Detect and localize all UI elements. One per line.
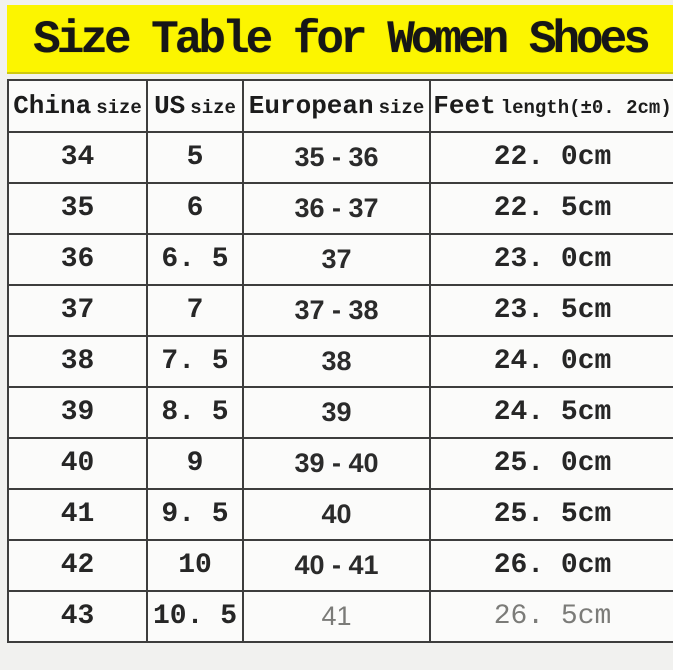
us-size-cell: 9. 5 (146, 488, 244, 541)
feet-length-cell: 23. 5cm (429, 284, 673, 337)
feet-length-cell: 24. 5cm (429, 386, 673, 439)
us-size-cell: 8. 5 (146, 386, 244, 439)
us-size-cell: 5 (146, 131, 244, 184)
size-row: 40 9 39 - 40 25. 0cm (7, 437, 673, 490)
size-row: 41 9. 5 40 25. 5cm (7, 488, 673, 541)
china-size-cell: 37 (7, 284, 148, 337)
china-size-cell: 38 (7, 335, 148, 388)
china-size-cell: 43 (7, 590, 148, 643)
header-sub-label: size (190, 97, 236, 119)
china-size-cell: 40 (7, 437, 148, 490)
size-row: 37 7 37 - 38 23. 5cm (7, 284, 673, 337)
china-size-cell: 35 (7, 182, 148, 235)
european-size-cell: 40 - 41 (242, 539, 431, 592)
header-sub-label: length(±0. 2cm) (500, 97, 672, 119)
header-main-label: US (154, 91, 186, 121)
china-size-cell: 36 (7, 233, 148, 286)
european-size-cell: 41 (242, 590, 431, 643)
size-table-body: 34 5 35 - 36 22. 0cm 35 6 36 - 37 22. 5c… (7, 131, 673, 643)
european-size-cell: 37 - 38 (242, 284, 431, 337)
size-row: 42 10 40 - 41 26. 0cm (7, 539, 673, 592)
page-title: Size Table for Women Shoes (33, 13, 651, 66)
european-size-cell: 37 (242, 233, 431, 286)
feet-length-cell: 25. 0cm (429, 437, 673, 490)
feet-length-cell: 22. 0cm (429, 131, 673, 184)
china-size-cell: 41 (7, 488, 148, 541)
size-row: 36 6. 5 37 23. 0cm (7, 233, 673, 286)
size-row: 43 10. 5 41 26. 5cm (7, 590, 673, 643)
us-size-cell: 7. 5 (146, 335, 244, 388)
china-size-cell: 34 (7, 131, 148, 184)
feet-length-cell: 22. 5cm (429, 182, 673, 235)
us-size-cell: 6. 5 (146, 233, 244, 286)
col-header-china-size: China size (7, 79, 148, 133)
european-size-cell: 39 (242, 386, 431, 439)
us-size-cell: 10 (146, 539, 244, 592)
title-banner: Size Table for Women Shoes (7, 5, 673, 74)
china-size-cell: 42 (7, 539, 148, 592)
feet-length-cell: 24. 0cm (429, 335, 673, 388)
size-row: 35 6 36 - 37 22. 5cm (7, 182, 673, 235)
size-table: China size US size European size Feet length… (7, 79, 673, 643)
size-row: 39 8. 5 39 24. 5cm (7, 386, 673, 439)
china-size-cell: 39 (7, 386, 148, 439)
feet-length-cell: 23. 0cm (429, 233, 673, 286)
us-size-cell: 9 (146, 437, 244, 490)
european-size-cell: 36 - 37 (242, 182, 431, 235)
feet-length-cell: 26. 0cm (429, 539, 673, 592)
col-header-european-size: European size (242, 79, 431, 133)
header-main-label: China (13, 91, 92, 121)
col-header-us-size: US size (146, 79, 244, 133)
header-sub-label: size (378, 97, 425, 119)
us-size-cell: 7 (146, 284, 244, 337)
header-sub-label: size (96, 97, 142, 119)
european-size-cell: 35 - 36 (242, 131, 431, 184)
col-header-feet-length: Feet length(±0. 2cm) (429, 79, 673, 133)
us-size-cell: 10. 5 (146, 590, 244, 643)
european-size-cell: 40 (242, 488, 431, 541)
header-main-label: Feet (433, 91, 496, 121)
european-size-cell: 39 - 40 (242, 437, 431, 490)
table-head: China size US size European size Feet length… (7, 79, 673, 133)
feet-length-cell: 25. 5cm (429, 488, 673, 541)
header-row: China size US size European size Feet length… (7, 79, 673, 133)
header-main-label: European (248, 91, 374, 121)
size-row: 38 7. 5 38 24. 0cm (7, 335, 673, 388)
european-size-cell: 38 (242, 335, 431, 388)
size-row: 34 5 35 - 36 22. 0cm (7, 131, 673, 184)
feet-length-cell: 26. 5cm (429, 590, 673, 643)
us-size-cell: 6 (146, 182, 244, 235)
